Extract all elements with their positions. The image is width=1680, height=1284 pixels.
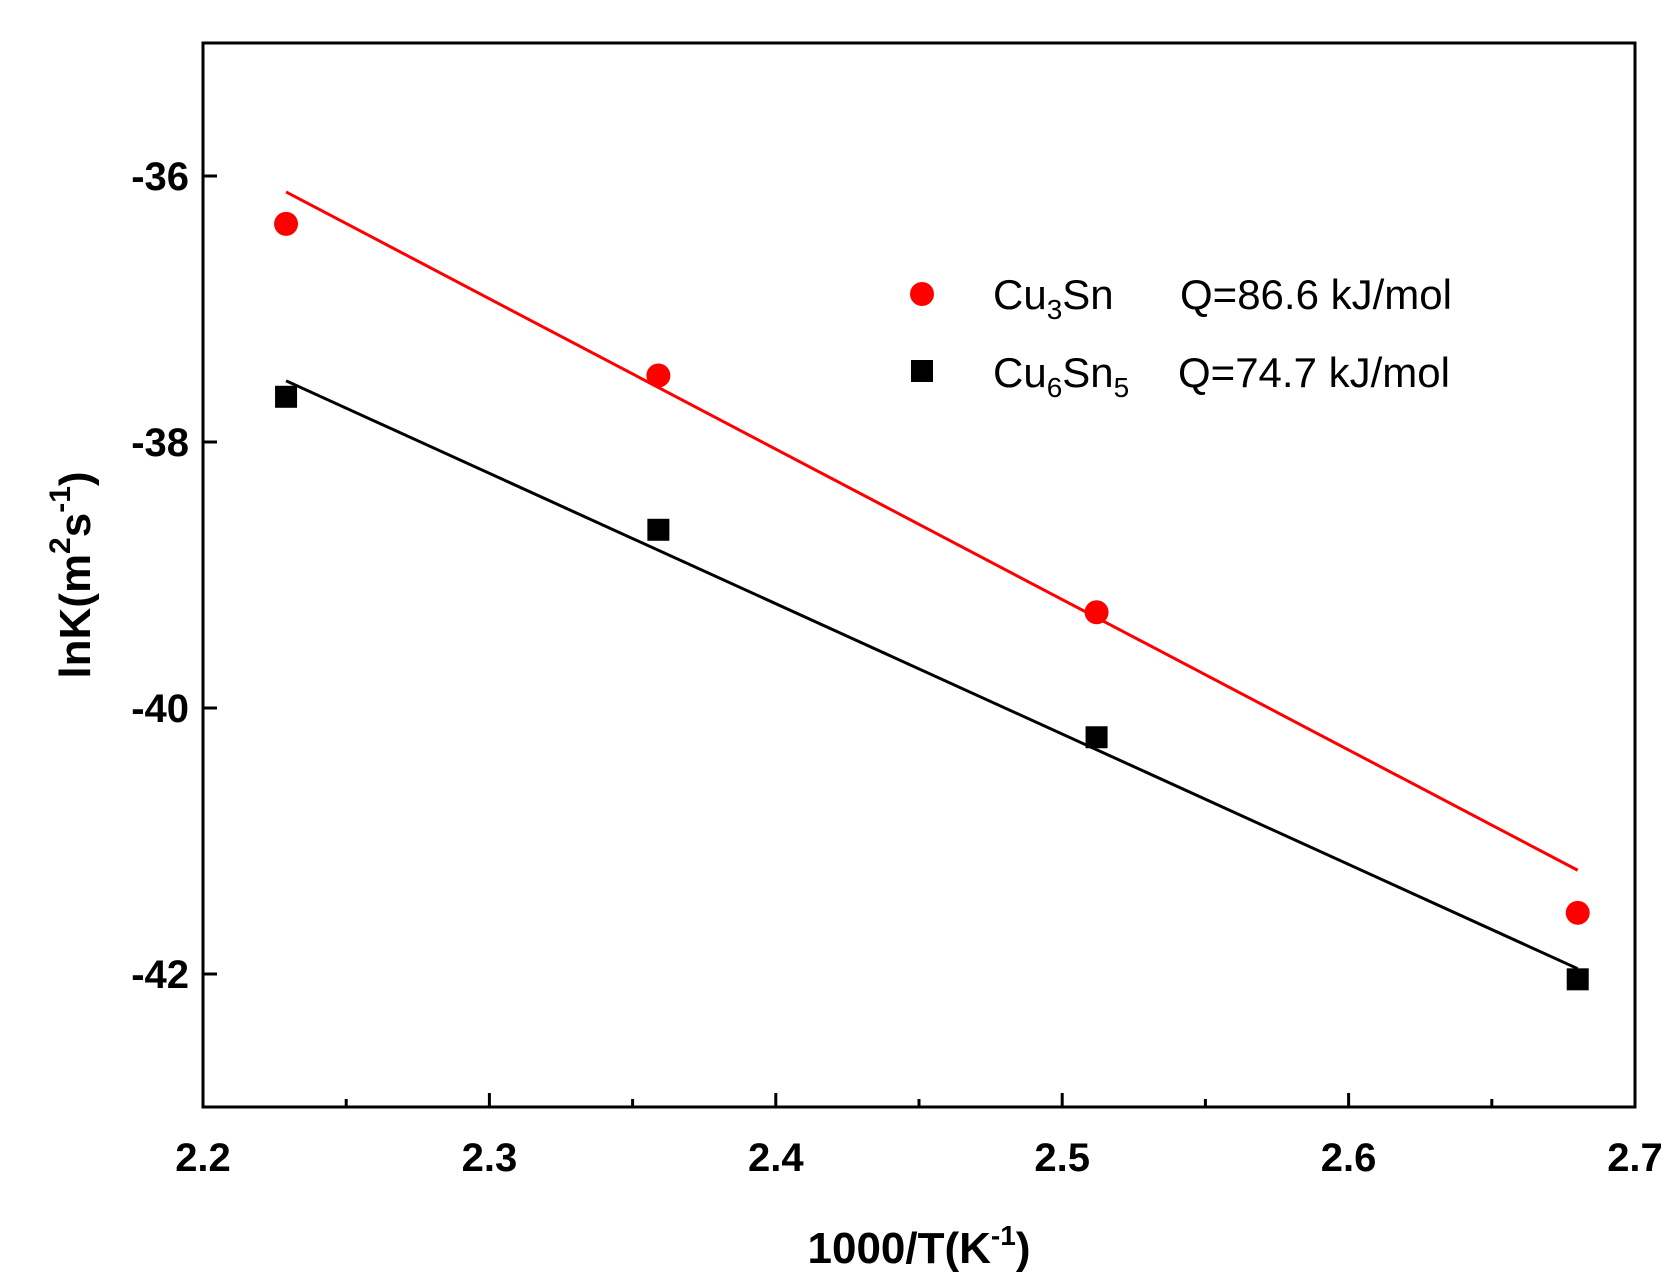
point-cu6sn5 bbox=[1085, 726, 1108, 749]
y-axis-title: lnK(m2s-1) bbox=[44, 471, 100, 678]
point-cu6sn5 bbox=[275, 385, 298, 408]
plot-frame bbox=[201, 41, 1637, 1109]
point-cu3sn bbox=[1084, 600, 1109, 625]
point-cu6sn5 bbox=[647, 518, 670, 541]
x-tick-label: 2.4 bbox=[748, 1136, 804, 1180]
legend-marker-cu3sn bbox=[910, 282, 934, 306]
legend-label-cu6sn5: Cu6Sn5 Q=74.7 kJ/mol bbox=[993, 349, 1450, 403]
x-tick-label: 2.7 bbox=[1607, 1136, 1663, 1180]
y-tick-label: -42 bbox=[131, 953, 189, 997]
legend-marker-cu6sn5 bbox=[911, 360, 933, 382]
point-cu3sn bbox=[646, 363, 671, 388]
point-cu3sn bbox=[274, 211, 299, 236]
data-markers bbox=[274, 211, 1590, 991]
y-tick-label: -40 bbox=[131, 687, 189, 731]
point-cu3sn bbox=[1565, 900, 1590, 925]
axis-ticks bbox=[201, 174, 1637, 1107]
tick-labels: 2.2 2.3 2.4 2.5 2.6 2.7 -42 -40 -38 -36 bbox=[131, 155, 1663, 1180]
x-axis-title-sup: -1 bbox=[991, 1220, 1016, 1251]
legend-label-cu3sn: Cu3Sn Q=86.6 kJ/mol bbox=[993, 271, 1452, 325]
y-tick-label: -38 bbox=[131, 421, 189, 465]
legend: Cu3Sn Q=86.6 kJ/mol Cu6Sn5 Q=74.7 kJ/mol bbox=[910, 271, 1452, 403]
x-tick-label: 2.2 bbox=[175, 1136, 231, 1180]
x-tick-label: 2.5 bbox=[1034, 1136, 1090, 1180]
fit-line-cu3sn bbox=[285, 190, 1579, 872]
x-tick-label: 2.6 bbox=[1321, 1136, 1377, 1180]
point-cu6sn5 bbox=[1566, 968, 1589, 991]
fit-lines bbox=[285, 190, 1579, 971]
x-axis-title: 1000/T(K-1) bbox=[808, 1220, 1031, 1273]
x-tick-label: 2.3 bbox=[462, 1136, 518, 1180]
fit-line-cu6sn5 bbox=[285, 379, 1579, 971]
y-tick-label: -36 bbox=[131, 155, 189, 199]
